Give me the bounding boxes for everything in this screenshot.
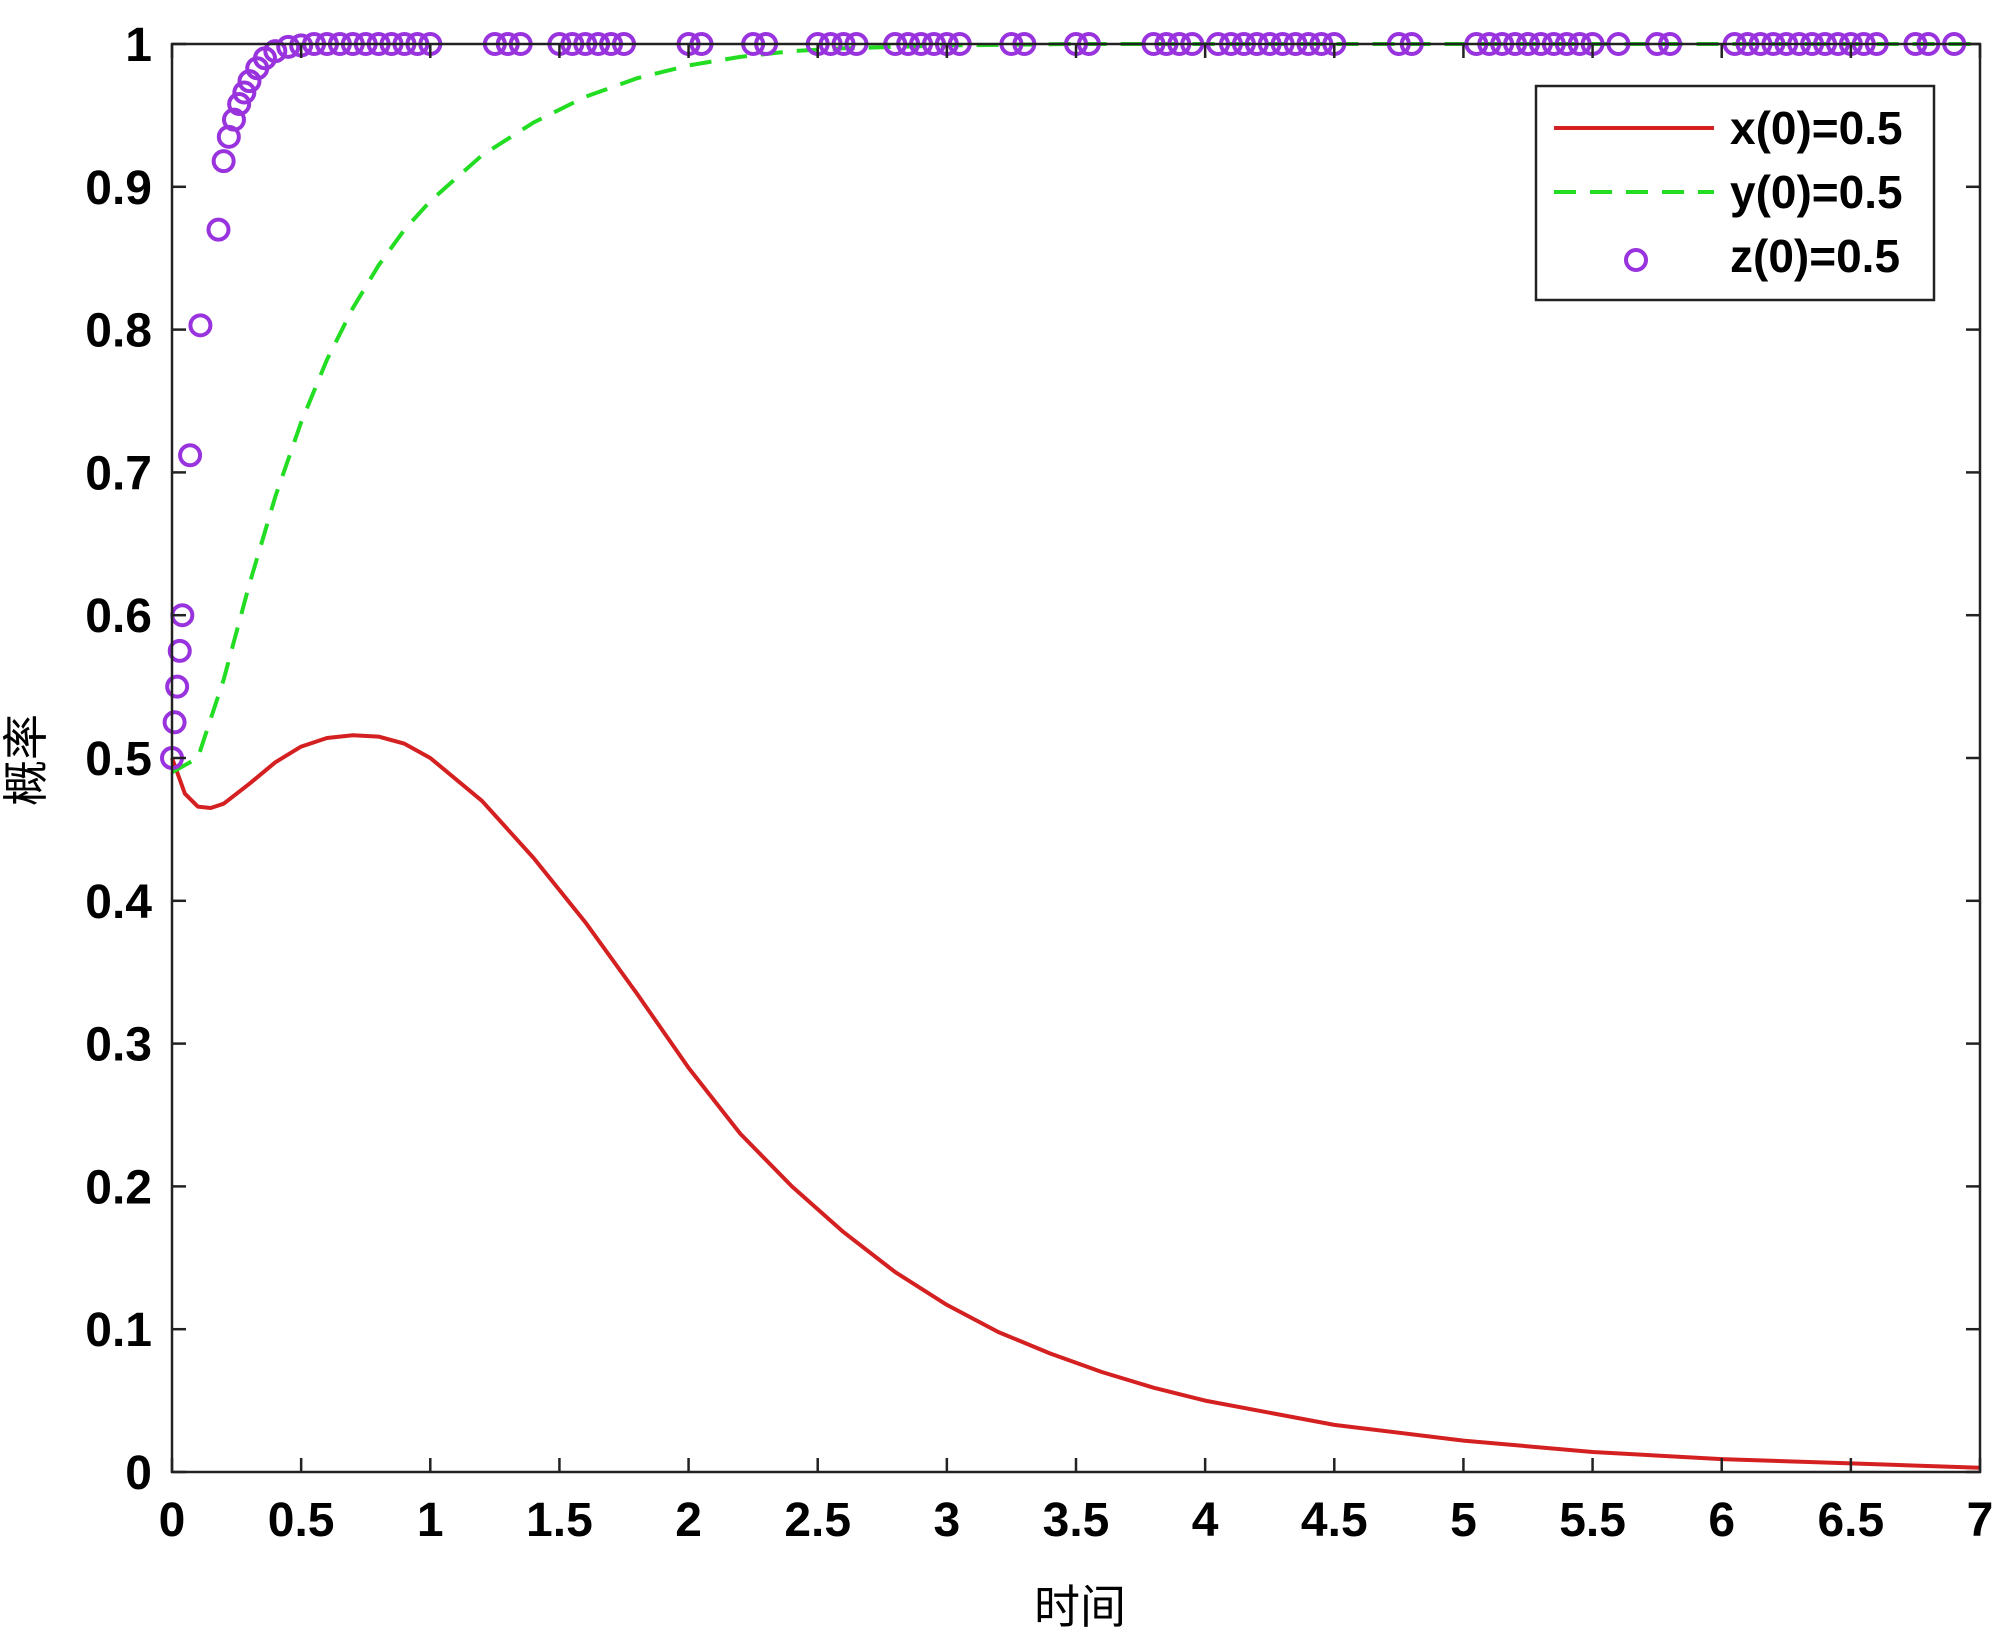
data-point [206, 217, 231, 242]
data-point [165, 674, 190, 699]
legend-label: z(0)=0.5 [1730, 230, 1900, 282]
legend-label: x(0)=0.5 [1730, 102, 1903, 154]
x-axis-title: 时间 [1034, 1580, 1126, 1634]
y-tick-label: 0.3 [85, 1019, 152, 1072]
ticks-layer: 0 0.5 1 1.5 2 2.5 3 3.5 4 4.5 5 5.5 6 6.5 7 0 0.1 0.2 0.3 0… [85, 19, 1993, 1547]
data-point [276, 34, 301, 59]
x-tick-label: 1.5 [526, 1494, 593, 1547]
y-tick-label: 0.9 [85, 162, 152, 215]
y-tick-label: 0.5 [85, 733, 152, 786]
data-point [221, 107, 246, 132]
x-tick-label: 4.5 [1301, 1494, 1368, 1547]
y-tick-label: 0.4 [85, 876, 152, 929]
x-tick-label: 1 [417, 1494, 444, 1547]
x-tick-label: 6.5 [1817, 1494, 1884, 1547]
legend-label: y(0)=0.5 [1730, 166, 1903, 218]
x-tick-label: 7 [1967, 1494, 1994, 1547]
x-tick-label: 0 [159, 1494, 186, 1547]
y-tick-label: 0.7 [85, 447, 152, 500]
y-axis-title: 概率 [0, 714, 53, 806]
data-point [263, 39, 288, 64]
series-1-line [170, 733, 1981, 1470]
legend-entry-3: z(0)=0.5 [1624, 230, 1900, 282]
data-point [227, 91, 252, 116]
data-point [232, 80, 257, 105]
data-point [162, 710, 187, 735]
x-tick-label: 4 [1192, 1494, 1219, 1547]
x-tick-label: 5 [1450, 1494, 1477, 1547]
data-point [167, 638, 192, 663]
series-2-line [171, 42, 1980, 775]
y-tick-label: 0.2 [85, 1161, 152, 1214]
x-tick-label: 0.5 [268, 1494, 335, 1547]
x-tick-label: 5.5 [1559, 1494, 1626, 1547]
data-point [188, 313, 213, 338]
y-tick-label: 0.8 [85, 305, 152, 358]
data-point [211, 149, 236, 174]
y-tick-label: 1 [125, 19, 152, 72]
y-tick-label: 0 [125, 1447, 152, 1500]
y-tick-label: 0.1 [85, 1304, 152, 1357]
legend: x(0)=0.5 y(0)=0.5 z(0)=0.5 [1534, 84, 1936, 302]
legend-entry-1: x(0)=0.5 [1554, 102, 1903, 154]
y-tick-label: 0.6 [85, 590, 152, 643]
x-tick-label: 2 [675, 1494, 702, 1547]
legend-marker [1624, 248, 1648, 272]
x-tick-label: 3 [934, 1494, 961, 1547]
x-tick-label: 3.5 [1043, 1494, 1110, 1547]
x-tick-label: 6 [1708, 1494, 1735, 1547]
legend-entry-2: y(0)=0.5 [1554, 166, 1903, 218]
data-point [178, 443, 203, 468]
x-tick-label: 2.5 [784, 1494, 851, 1547]
